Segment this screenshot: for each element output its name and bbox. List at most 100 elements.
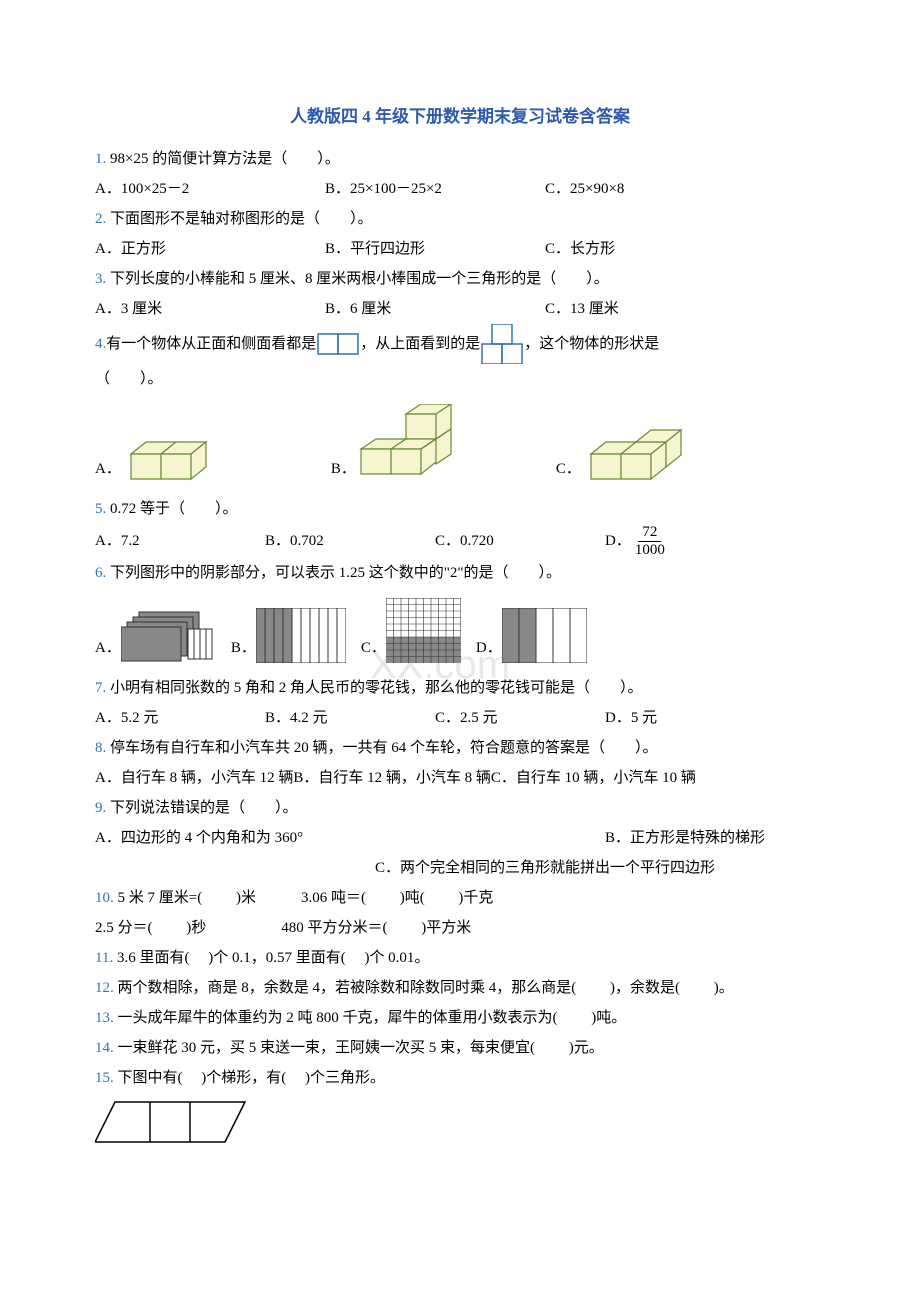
q15-figure-icon xyxy=(95,1097,255,1147)
q3-options: A．3 厘米 B．6 厘米 C．13 厘米 xyxy=(95,294,825,324)
question-5: 5. 0.72 等于（ ）。 xyxy=(95,494,825,524)
q1-opt-b: B．25×100－25×2 xyxy=(325,174,545,204)
q5-num: 5. xyxy=(95,501,106,517)
q4-options: A． B． xyxy=(95,404,825,484)
q6-text: 下列图形中的阴影部分，可以表示 1.25 这个数中的"2"的是（ ）。 xyxy=(110,565,561,581)
q4-text3: ，这个物体的形状是 xyxy=(524,329,659,359)
question-13: 13. 一头成年犀牛的体重约为 2 吨 800 千克，犀牛的体重用小数表示为( … xyxy=(95,1003,825,1033)
q6-num: 6. xyxy=(95,565,106,581)
cube-c-icon xyxy=(581,424,691,484)
q2-options: A．正方形 B．平行四边形 C．长方形 xyxy=(95,234,825,264)
q4-num: 4. xyxy=(95,329,106,359)
question-12: 12. 两个数相除，商是 8，余数是 4，若被除数和除数同时乘 4，那么商是( … xyxy=(95,973,825,1003)
q7-text: 小明有相同张数的 5 角和 2 角人民币的零花钱，那么他的零花钱可能是（ ）。 xyxy=(110,680,643,696)
q15-text: 下图中有( )个梯形，有( )个三角形。 xyxy=(118,1070,385,1086)
q2-opt-b: B．平行四边形 xyxy=(325,234,545,264)
q8-num: 8. xyxy=(95,740,106,756)
q5-text: 0.72 等于（ ）。 xyxy=(110,501,238,517)
q6-opt-b: B． xyxy=(231,608,346,663)
question-14: 14. 一束鲜花 30 元，买 5 束送一束，王阿姨一次买 5 束，每束便宜( … xyxy=(95,1033,825,1063)
q1-options: A．100×25－2 B．25×100－25×2 C．25×90×8 xyxy=(95,174,825,204)
q7-opt-b: B．4.2 元 xyxy=(265,703,435,733)
q9-opt-c: C．两个完全相同的三角形就能拼出一个平行四边形 xyxy=(95,853,825,883)
q3-opt-c: C．13 厘米 xyxy=(545,294,745,324)
question-1: 1. 98×25 的简便计算方法是（ ）。 xyxy=(95,144,825,174)
q7-opt-d: D．5 元 xyxy=(605,703,775,733)
q5-opt-a: A．7.2 xyxy=(95,524,265,558)
q14-num: 14. xyxy=(95,1040,114,1056)
shaded-c-icon xyxy=(386,598,461,663)
top-view-icon xyxy=(480,324,524,364)
q7-num: 7. xyxy=(95,680,106,696)
q8-text: 停车场有自行车和小汽车共 20 辆，一共有 64 个车轮，符合题意的答案是（ ）… xyxy=(110,740,658,756)
q7-opt-c: C．2.5 元 xyxy=(435,703,605,733)
q10-text2: 2.5 分＝( )秒 480 平方分米＝( )平方米 xyxy=(95,913,825,943)
q4-opt-c: C． xyxy=(556,424,691,484)
q3-opt-a: A．3 厘米 xyxy=(95,294,325,324)
q13-num: 13. xyxy=(95,1010,114,1026)
q9-num: 9. xyxy=(95,800,106,816)
q1-opt-c: C．25×90×8 xyxy=(545,174,745,204)
q12-num: 12. xyxy=(95,980,114,996)
q2-opt-c: C．长方形 xyxy=(545,234,745,264)
q11-num: 11. xyxy=(95,950,113,966)
q8-opt-b: B．自行车 12 辆，小汽车 8 辆 xyxy=(293,770,491,786)
q15-num: 15. xyxy=(95,1070,114,1086)
q7-opt-a: A．5.2 元 xyxy=(95,703,265,733)
front-view-icon xyxy=(316,332,360,356)
q2-opt-a: A．正方形 xyxy=(95,234,325,264)
question-15: 15. 下图中有( )个梯形，有( )个三角形。 xyxy=(95,1063,825,1093)
q5-opt-b: B．0.702 xyxy=(265,524,435,558)
q5-opt-c: C．0.720 xyxy=(435,524,605,558)
frac-num: 72 xyxy=(638,524,661,542)
q2-text: 下面图形不是轴对称图形的是（ ）。 xyxy=(110,211,373,227)
q4-text1: 有一个物体从正面和侧面看都是 xyxy=(106,329,316,359)
q2-num: 2. xyxy=(95,211,106,227)
q12-text: 两个数相除，商是 8，余数是 4，若被除数和除数同时乘 4，那么商是( )，余数… xyxy=(118,980,734,996)
question-4: 4. 有一个物体从正面和侧面看都是 ，从上面看到的是 ，这个物体的形状是 xyxy=(95,324,825,364)
question-11: 11. 3.6 里面有( )个 0.1，0.57 里面有( )个 0.01。 xyxy=(95,943,825,973)
fraction-icon: 72 1000 xyxy=(631,524,669,558)
question-6: 6. 下列图形中的阴影部分，可以表示 1.25 这个数中的"2"的是（ ）。 xyxy=(95,558,825,588)
q6-options: A． B． xyxy=(95,598,825,663)
q6-opt-a: A． xyxy=(95,608,216,663)
q14-text: 一束鲜花 30 元，买 5 束送一束，王阿姨一次买 5 束，每束便宜( )元。 xyxy=(118,1040,604,1056)
frac-den: 1000 xyxy=(631,542,669,559)
q10-text: 5 米 7 厘米=( )米 3.06 吨＝( )吨( )千克 xyxy=(118,890,494,906)
q5-d-label: D． xyxy=(605,526,631,556)
q13-text: 一头成年犀牛的体重约为 2 吨 800 千克，犀牛的体重用小数表示为( )吨。 xyxy=(118,1010,627,1026)
q9-text: 下列说法错误的是（ ）。 xyxy=(110,800,298,816)
question-9: 9. 下列说法错误的是（ ）。 xyxy=(95,793,825,823)
q6-opt-d: D． xyxy=(476,608,587,663)
question-10: 10. 5 米 7 厘米=( )米 3.06 吨＝( )吨( )千克 xyxy=(95,883,825,913)
q3-num: 3. xyxy=(95,271,106,287)
q9-opt-b: B．正方形是特殊的梯形 xyxy=(605,823,825,853)
question-3: 3. 下列长度的小棒能和 5 厘米、8 厘米两根小棒围成一个三角形的是（ ）。 xyxy=(95,264,825,294)
question-8: 8. 停车场有自行车和小汽车共 20 辆，一共有 64 个车轮，符合题意的答案是… xyxy=(95,733,825,763)
q5-options: A．7.2 B．0.702 C．0.720 D． 72 1000 xyxy=(95,524,825,558)
q5-opt-d: D． 72 1000 xyxy=(605,524,775,558)
q4-text2: ，从上面看到的是 xyxy=(360,329,480,359)
q9-opt-a: A．四边形的 4 个内角和为 360° xyxy=(95,823,605,853)
q9-options: A．四边形的 4 个内角和为 360° B．正方形是特殊的梯形 C．两个完全相同… xyxy=(95,823,825,883)
page-title: 人教版四 4 年级下册数学期末复习试卷含答案 xyxy=(95,100,825,134)
q1-text: 98×25 的简便计算方法是（ ）。 xyxy=(110,151,340,167)
q6-opt-c: C． xyxy=(361,598,461,663)
question-2: 2. 下面图形不是轴对称图形的是（ ）。 xyxy=(95,204,825,234)
q4-text4: （ ）。 xyxy=(95,364,825,394)
question-7: 7. 小明有相同张数的 5 角和 2 角人民币的零花钱，那么他的零花钱可能是（ … xyxy=(95,673,825,703)
shaded-b-icon xyxy=(256,608,346,663)
q3-opt-b: B．6 厘米 xyxy=(325,294,545,324)
q4-opt-b: B． xyxy=(331,404,476,484)
q4-opt-a: A． xyxy=(95,424,231,484)
q1-opt-a: A．100×25－2 xyxy=(95,174,325,204)
shaded-a-icon xyxy=(121,608,216,663)
cube-b-icon xyxy=(356,404,476,484)
q7-options: A．5.2 元 B．4.2 元 C．2.5 元 D．5 元 xyxy=(95,703,825,733)
q11-text: 3.6 里面有( )个 0.1，0.57 里面有( )个 0.01。 xyxy=(117,950,429,966)
q10-num: 10. xyxy=(95,890,114,906)
q8-opt-c: C．自行车 10 辆，小汽车 10 辆 xyxy=(491,770,696,786)
shaded-d-icon xyxy=(502,608,587,663)
cube-a-icon xyxy=(121,424,231,484)
q8-opt-a: A．自行车 8 辆，小汽车 12 辆 xyxy=(95,770,293,786)
